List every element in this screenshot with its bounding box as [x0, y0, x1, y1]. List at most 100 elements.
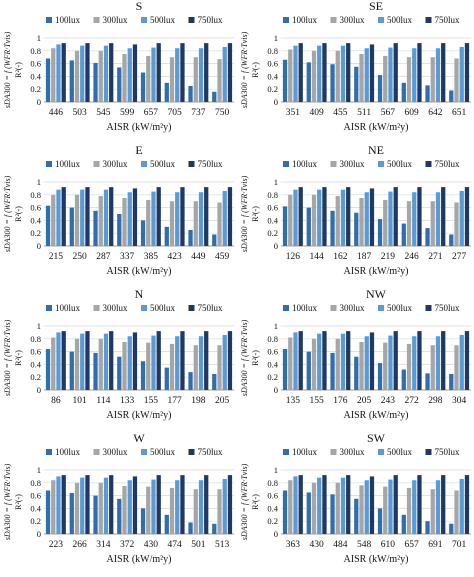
bar-500lux-599 [127, 48, 132, 102]
bar-500lux-155 [151, 335, 156, 390]
bar-300lux-548 [359, 485, 364, 534]
bar-300lux-250 [74, 194, 80, 246]
y-tick-label: 0.4 [267, 359, 278, 369]
bar-300lux-610 [383, 486, 388, 534]
y-tick-label: 0 [37, 97, 41, 107]
bar-300lux-545 [98, 50, 103, 102]
legend-swatch [425, 161, 432, 167]
bar-100lux-446 [45, 58, 51, 102]
x-axis-title: AISR (kW/m²y) [344, 266, 409, 277]
y-tick-label: 0 [37, 241, 41, 251]
legend-swatch [283, 305, 289, 311]
y-tick-label: 1 [37, 33, 41, 43]
y-tick-label: 0.8 [267, 478, 278, 488]
x-tick-label: 271 [428, 252, 443, 262]
bar-500lux-691 [435, 480, 441, 534]
legend-swatch [141, 305, 147, 311]
y-tick-label: 0.8 [267, 190, 278, 200]
x-tick-label: 750 [215, 108, 230, 118]
x-tick-label: 126 [286, 252, 301, 262]
legend-label: 500lux [387, 159, 413, 169]
bar-750lux-409 [322, 43, 327, 102]
x-axis-title: AISR (kW/m²y) [107, 410, 172, 421]
bar-750lux-133 [132, 332, 138, 390]
bar-100lux-651 [449, 90, 454, 102]
bar-750lux-599 [132, 44, 138, 102]
x-tick-label: 337 [120, 252, 135, 262]
legend-swatch [425, 17, 432, 23]
legend-swatch [330, 305, 337, 311]
bar-300lux-701 [454, 490, 459, 534]
legend-label: 500lux [150, 159, 176, 169]
bar-500lux-271 [435, 192, 441, 246]
y-tick-label: 0.4 [30, 359, 41, 369]
bar-100lux-287 [93, 210, 98, 246]
bar-750lux-351 [298, 43, 303, 102]
bar-300lux-459 [217, 202, 222, 246]
chart-title: SE [369, 0, 383, 13]
bar-500lux-657 [412, 480, 417, 534]
bar-500lux-610 [388, 479, 393, 534]
bar-300lux-513 [217, 489, 222, 534]
bar-100lux-187 [354, 212, 359, 246]
bar-750lux-430 [156, 475, 161, 534]
bar-300lux-266 [74, 482, 80, 534]
y-tick-label: 0.4 [267, 503, 278, 513]
bar-100lux-86 [45, 349, 51, 390]
bar-750lux-363 [298, 475, 303, 534]
legend-swatch [141, 449, 147, 455]
legend-label: 100lux [55, 447, 81, 457]
bar-100lux-430 [306, 492, 311, 534]
bar-750lux-277 [464, 187, 470, 246]
bar-100lux-385 [140, 220, 146, 246]
bar-750lux-246 [417, 187, 422, 246]
bar-300lux-657 [146, 55, 151, 102]
bar-300lux-705 [169, 57, 175, 102]
bar-300lux-501 [193, 489, 198, 534]
y-tick-label: 0.4 [267, 215, 278, 225]
bar-100lux-133 [117, 356, 122, 390]
y-tick-label: 0.6 [30, 347, 41, 357]
legend-label: 750lux [435, 447, 461, 457]
y-tick-label: 0.2 [267, 516, 278, 526]
bar-100lux-298 [425, 373, 430, 390]
bar-100lux-501 [188, 522, 193, 534]
bar-100lux-101 [69, 351, 74, 390]
x-axis-title: AISR (kW/m²y) [344, 410, 409, 421]
legend-label: 300lux [103, 303, 129, 313]
bar-750lux-642 [441, 43, 446, 102]
chart-panel-ne: NE 100lux 300lux 500lux 750lux 0 0.2 0.4 0.6 0.8 1… [240, 143, 471, 277]
legend-label: 300lux [103, 15, 129, 25]
bar-500lux-250 [80, 189, 85, 246]
legend-swatch [141, 17, 147, 23]
y-axis-title-right: R²(-) [251, 62, 260, 78]
bar-500lux-205 [222, 334, 227, 390]
bar-300lux-177 [169, 343, 175, 390]
bar-100lux-484 [330, 494, 335, 534]
legend-label: 750lux [435, 159, 461, 169]
legend-label: 500lux [150, 303, 176, 313]
bar-500lux-449 [198, 192, 204, 246]
bar-750lux-567 [393, 43, 398, 102]
y-tick-label: 0.2 [30, 516, 41, 526]
x-tick-label: 363 [286, 540, 301, 550]
bar-750lux-219 [393, 187, 398, 246]
bar-750lux-372 [132, 476, 138, 534]
bar-500lux-246 [412, 192, 417, 246]
bar-100lux-155 [306, 351, 311, 390]
legend-label: 300lux [340, 159, 366, 169]
bar-500lux-737 [198, 48, 204, 102]
bar-750lux-162 [346, 187, 351, 246]
legend-label: 750lux [198, 303, 224, 313]
x-axis-title: AISR (kW/m²y) [107, 122, 172, 133]
legend-swatch [93, 17, 100, 23]
bar-500lux-423 [175, 192, 180, 246]
bar-300lux-101 [74, 338, 80, 390]
y-tick-label: 1 [274, 33, 278, 43]
x-tick-label: 351 [286, 108, 301, 118]
bar-300lux-126 [288, 194, 293, 246]
y-tick-label: 1 [274, 177, 278, 187]
y-axis-title-left: sDA300 = f (WFR·Tvis) [240, 175, 249, 252]
bar-100lux-545 [93, 62, 98, 102]
x-tick-label: 155 [144, 396, 159, 406]
